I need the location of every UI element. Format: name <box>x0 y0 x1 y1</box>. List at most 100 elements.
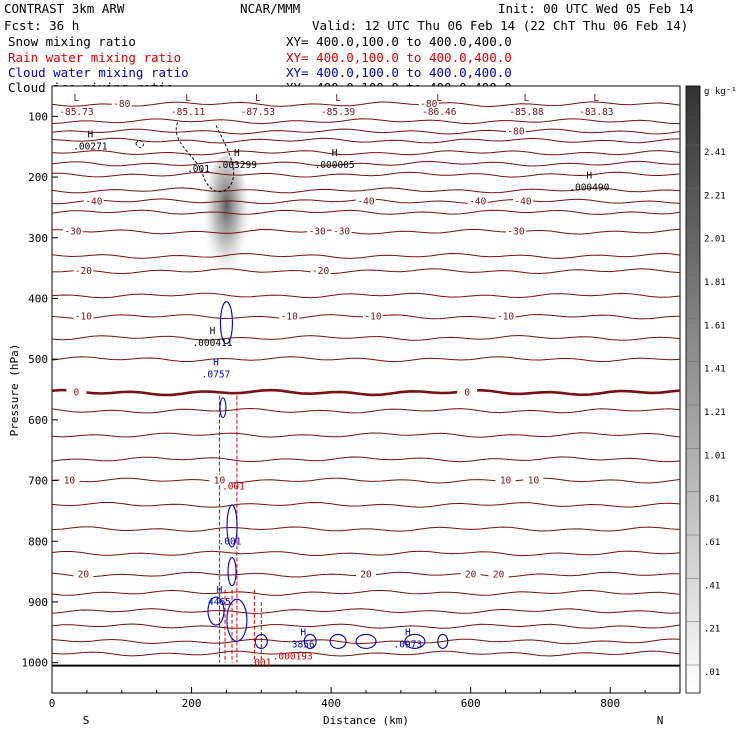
colorbar-label-3: 1.81 <box>704 278 726 288</box>
isotherm-label-10-2: -30 <box>333 227 350 238</box>
isotherm-label-0-1: -80 <box>420 99 437 110</box>
min-marker-6: L <box>593 93 599 104</box>
cloud-water-contour-7 <box>329 633 347 649</box>
colorbar-unit: g kg⁻¹ <box>704 87 737 97</box>
cloud-water-contour-1 <box>219 397 227 419</box>
colorbar-label-5: 1.41 <box>704 365 726 375</box>
cloud-max-marker-4: H <box>405 627 411 638</box>
isotherm-label-bg-8-1 <box>356 195 376 207</box>
cloud-water-contour-5 <box>226 598 248 642</box>
isotherm-label-0-0: -80 <box>113 99 130 110</box>
plot-content <box>52 101 680 667</box>
colorbar-label-7: 1.01 <box>704 451 726 461</box>
cloud-water-contour-0 <box>219 301 233 345</box>
min-value-2: -87.53 <box>241 107 275 118</box>
isotherm-label-8-1: -40 <box>357 196 374 207</box>
min-marker-3: L <box>335 93 341 104</box>
isotherm-6 <box>52 171 680 178</box>
isotherm-22 <box>52 501 680 508</box>
snow-max-value-3: .000490 <box>569 182 609 193</box>
isotherm-1 <box>52 118 680 125</box>
cloud-water-contour-3 <box>227 557 237 587</box>
isotherm-27 <box>52 608 680 614</box>
cloud-water-contour-9 <box>404 633 426 649</box>
isotherm-label-bg-10-3 <box>506 225 527 237</box>
colorbar-label-0: 2.41 <box>704 148 726 158</box>
colorbar-label-10: .41 <box>704 581 720 591</box>
min-marker-4: L <box>436 93 442 104</box>
isotherm-5 <box>52 160 680 167</box>
min-marker-0: L <box>74 93 80 104</box>
isotherm-label-10-3: -30 <box>507 227 524 238</box>
isotherm-label-bg-10-0 <box>62 225 83 237</box>
isotherm-label-25-2: 20 <box>465 570 477 581</box>
isotherm-label-17-1: 0 <box>464 388 470 399</box>
isotherm-9 <box>52 209 680 215</box>
isotherm-label-8-0: -40 <box>85 196 102 207</box>
cloud-water-contour-11 <box>254 633 268 649</box>
colorbar-label-6: 1.21 <box>704 408 726 418</box>
isotherm-label-25-1: 20 <box>360 570 372 581</box>
x-axis-title: Distance (km) <box>323 714 409 727</box>
isotherm-label-8-2: -40 <box>469 196 486 207</box>
snow-max-value-0: .00271 <box>73 142 108 153</box>
cloud-water-contour-4 <box>207 596 225 626</box>
isotherm-10 <box>52 228 680 235</box>
snow-max-value-1: .003299 <box>217 160 257 171</box>
isotherm-label-bg-25-3 <box>488 568 509 580</box>
min-value-0: -85.73 <box>59 107 93 118</box>
isotherm-label-bg-10-1 <box>307 225 328 237</box>
colorbar-label-9: .61 <box>704 538 720 548</box>
isotherm-7 <box>52 187 680 194</box>
isotherm-label-bg-12-0 <box>73 265 94 277</box>
isotherm-29 <box>52 638 680 645</box>
isotherm-label-10-1: -30 <box>309 227 326 238</box>
isotherm-label-bg-14-3 <box>495 310 516 322</box>
snow-contour-small <box>135 140 145 149</box>
rain-value-2: .001 <box>248 658 271 669</box>
cloud-water-contour-6 <box>303 633 317 649</box>
rain-value-1: .000193 <box>273 652 313 663</box>
field-xy-rain: XY= 400.0,100.0 to 400.0,400.0 <box>286 50 512 65</box>
isotherm-label-21-2: 10 <box>500 476 512 487</box>
cloud-max-marker-3: H <box>300 627 306 638</box>
isotherm-3 <box>52 137 680 144</box>
isotherm-label-bg-0-0 <box>111 98 132 110</box>
x-end-north: N <box>657 714 664 727</box>
snow-max-marker-3: H <box>586 170 592 181</box>
isotherm-2 <box>52 128 680 135</box>
snow-max-marker-2: H <box>332 148 338 159</box>
y-tick-label-9: 1000 <box>22 657 49 670</box>
isotherm-11 <box>52 252 680 259</box>
y-tick-label-6: 700 <box>28 475 48 488</box>
isotherm-17 <box>52 388 680 397</box>
isotherm-26 <box>52 589 680 596</box>
isotherm-21 <box>52 477 680 484</box>
y-tick-label-0: 100 <box>28 110 48 123</box>
model-title: CONTRAST 3km ARW <box>4 1 125 16</box>
isotherm-label-10-0: -30 <box>64 227 81 238</box>
isotherm-label-bg-21-2 <box>495 474 516 486</box>
min-value-4: -86.46 <box>422 107 457 118</box>
x-tick-label-1: 200 <box>182 697 202 710</box>
axes-layer: 0 200 400 600 800100200300400500600700800900… <box>22 110 646 710</box>
valid-time: Valid: 12 UTC Thu 06 Feb 14 (22 ChT Thu … <box>312 18 688 33</box>
field-xy-snow: XY= 400.0,100.0 to 400.0,400.0 <box>286 34 512 49</box>
isotherm-label-25-3: 20 <box>493 570 505 581</box>
field-xy-cloud-water: XY= 400.0,100.0 to 400.0,400.0 <box>286 65 512 80</box>
min-marker-2: L <box>255 93 261 104</box>
isotherm-label-bg-14-1 <box>279 310 300 322</box>
cloud-water-value-3: 3856 <box>292 639 315 650</box>
field-label-snow: Snow mixing ratio <box>8 34 136 49</box>
min-value-5: -85.88 <box>509 107 544 118</box>
isotherm-28 <box>52 623 680 629</box>
isotherm-23 <box>52 526 680 532</box>
min-value-1: -85.11 <box>171 107 206 118</box>
isotherm-label-8-3: -40 <box>514 196 531 207</box>
x-tick-label-3: 600 <box>461 697 481 710</box>
colorbar-label-11: .21 <box>704 625 720 635</box>
colorbar-label-2: 2.01 <box>704 235 726 245</box>
isotherm-label-21-3: 10 <box>528 476 540 487</box>
cloud-water-value-4: .0973 <box>394 639 423 650</box>
x-tick-label-4: 800 <box>600 697 620 710</box>
